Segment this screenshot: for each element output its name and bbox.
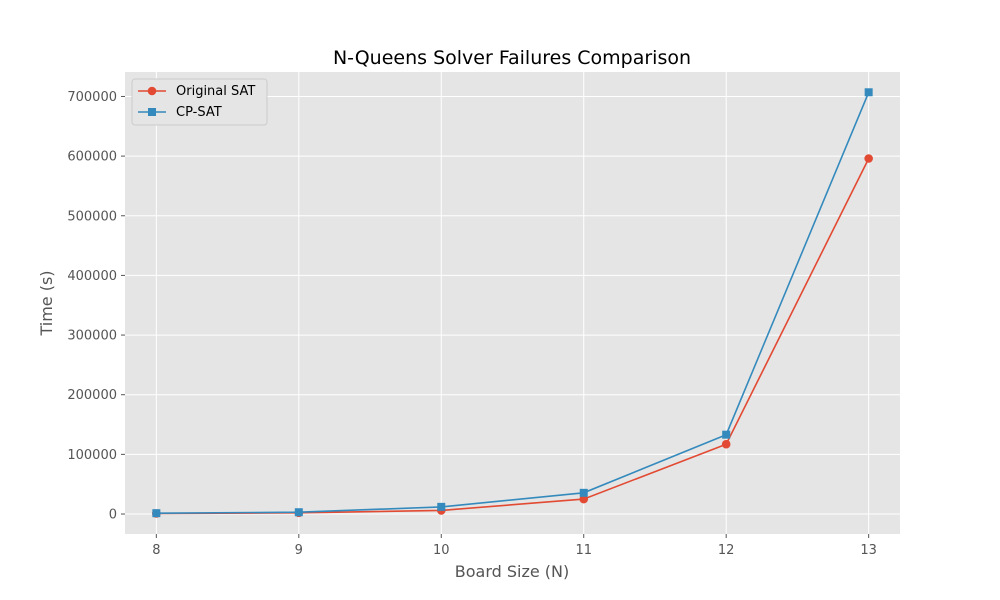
legend-marker-original-sat	[147, 86, 157, 96]
legend: Original SAT CP-SAT	[131, 78, 268, 126]
data-point-cp-sat	[579, 488, 588, 497]
y-axis-label: Time (s)	[37, 270, 56, 336]
y-tick-label: 100000	[67, 448, 117, 463]
grid	[125, 72, 900, 534]
data-point-cp-sat	[152, 509, 161, 518]
y-tick-label: 400000	[67, 269, 117, 284]
data-point-original-sat	[579, 494, 589, 504]
chart-title: N-Queens Solver Failures Comparison	[333, 47, 691, 69]
x-tick-label: 10	[433, 543, 450, 558]
legend-marker-cp-sat	[148, 108, 156, 116]
x-tick-label: 13	[860, 543, 877, 558]
y-tick-label: 0	[109, 508, 117, 523]
y-tick-label: 600000	[67, 150, 117, 165]
y-tick-label: 300000	[67, 329, 117, 344]
x-tick-label: 8	[152, 543, 160, 558]
y-tick-label: 500000	[67, 209, 117, 224]
y-axis-ticks: 0 100000 200000 300000 400000 500000 600000 700…	[67, 90, 125, 523]
plot-area	[125, 72, 900, 534]
data-point-original-sat	[721, 439, 731, 449]
data-point-cp-sat	[722, 430, 731, 439]
legend-label-original-sat: Original SAT	[176, 84, 255, 99]
y-tick-label: 700000	[67, 90, 117, 105]
x-axis-ticks: 8 9 10 11 12 13	[152, 534, 877, 558]
x-tick-label: 12	[718, 543, 735, 558]
data-point-cp-sat	[294, 508, 303, 517]
x-tick-label: 9	[295, 543, 303, 558]
x-axis-label: Board Size (N)	[455, 562, 570, 581]
data-point-cp-sat	[864, 88, 873, 97]
data-point-cp-sat	[437, 502, 446, 511]
x-tick-label: 11	[575, 543, 592, 558]
y-tick-label: 200000	[67, 388, 117, 403]
data-point-original-sat	[864, 154, 873, 163]
series-line-cp-sat	[156, 91, 870, 514]
legend-label-cp-sat: CP-SAT	[176, 105, 222, 120]
series-layer	[152, 88, 873, 518]
